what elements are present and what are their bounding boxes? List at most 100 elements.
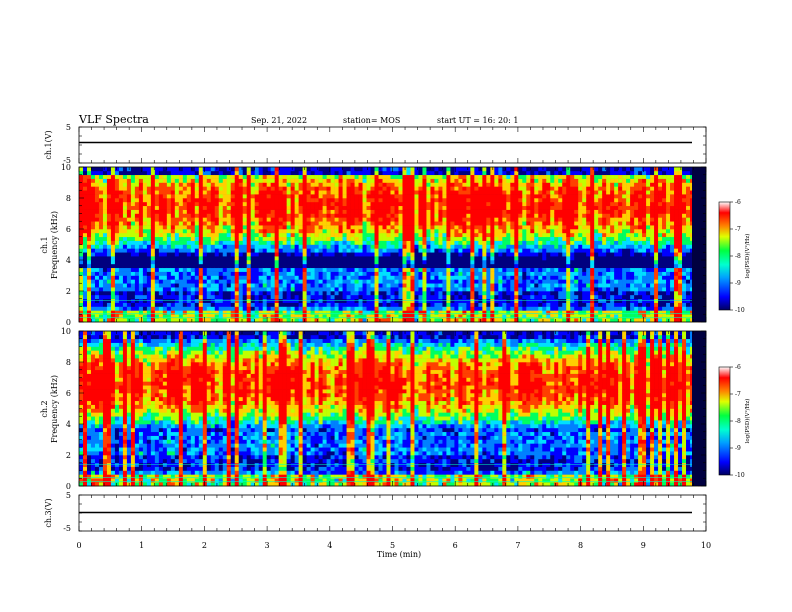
- spectrogram-cell: [298, 240, 303, 245]
- spectrogram-cell: [386, 291, 391, 296]
- spectrogram-cell: [126, 256, 132, 261]
- spectrogram-cell: [458, 263, 463, 269]
- spectrogram-cell: [82, 213, 88, 218]
- spectrogram-cell: [306, 306, 311, 311]
- spectrogram-cell: [546, 182, 551, 187]
- spectrogram-cell: [474, 213, 479, 218]
- spectrogram-cell: [202, 287, 208, 292]
- spectrogram-cell: [238, 213, 244, 218]
- spectrogram-cell: [118, 275, 124, 280]
- spectrogram-cell: [398, 314, 403, 319]
- spectrogram-cell: [322, 240, 327, 245]
- spectrogram-cell: [514, 209, 519, 214]
- spectrogram-cell: [326, 198, 331, 203]
- spectrogram-cell: [378, 221, 383, 226]
- spectrogram-cell: [430, 217, 435, 222]
- spectrogram-cell: [558, 256, 563, 261]
- spectrogram-cell: [278, 236, 283, 241]
- spectrogram-cell: [102, 221, 108, 226]
- spectrogram-cell: [378, 236, 383, 241]
- spectrogram-cell: [190, 310, 196, 315]
- spectrogram-cell: [562, 260, 567, 265]
- spectrogram-cell: [382, 221, 387, 226]
- spectrogram-cell: [318, 174, 323, 179]
- spectrogram-cell: [546, 236, 551, 241]
- spectrogram-cell: [206, 209, 212, 214]
- spectrogram-cell: [166, 294, 172, 300]
- spectrogram-cell: [318, 275, 323, 280]
- spectrogram-cell: [458, 240, 463, 245]
- spectrogram-cell: [278, 271, 283, 276]
- spectrogram-cell: [450, 279, 455, 284]
- spectrogram-cell: [502, 252, 507, 257]
- spectrogram-cell: [386, 263, 391, 269]
- spectrogram-cell: [290, 291, 295, 296]
- spectrogram-cell: [390, 190, 395, 195]
- spectrogram-cell: [226, 256, 232, 261]
- spectrogram-cell: [222, 283, 228, 288]
- spectrogram-cell: [254, 302, 260, 307]
- spectrogram-cell: [158, 167, 164, 172]
- spectrogram-cell: [458, 229, 463, 234]
- spectrogram-cell: [382, 252, 387, 257]
- spectrogram-cell: [278, 291, 283, 296]
- spectrogram-cell: [394, 248, 399, 253]
- spectrogram-cell: [510, 225, 515, 230]
- spectrogram-cell: [122, 291, 128, 296]
- spectrogram-cell: [454, 260, 459, 265]
- spectrogram-cell: [450, 287, 455, 292]
- spectrogram-cell: [354, 294, 359, 300]
- spectrogram-cell: [278, 178, 283, 183]
- spectrogram-cell: [150, 198, 156, 203]
- spectrogram-cell: [398, 267, 403, 272]
- spectrogram-cell: [290, 198, 295, 203]
- spectrogram-cell: [270, 271, 275, 276]
- spectrogram-cell: [298, 209, 303, 214]
- spectrogram-cell: [338, 190, 343, 195]
- spectrogram-cell: [106, 252, 112, 257]
- spectrogram-cell: [506, 306, 511, 311]
- spectrogram-cell: [226, 182, 232, 187]
- spectrogram-cell: [194, 248, 200, 253]
- spectrogram-cell: [470, 279, 475, 284]
- spectrogram-cell: [186, 271, 192, 276]
- spectrogram-cell: [454, 267, 459, 272]
- spectrogram-cell: [238, 283, 244, 288]
- spectrogram-cell: [174, 248, 180, 253]
- spectrogram-cell: [162, 260, 168, 265]
- spectrogram-cell: [526, 275, 531, 280]
- spectrogram-cell: [162, 306, 168, 311]
- spectrogram-cell: [98, 232, 104, 238]
- spectrogram-cell: [79, 248, 84, 253]
- spectrogram-cell: [258, 263, 264, 269]
- spectrogram-cell: [542, 178, 547, 183]
- spectrogram-cell: [434, 279, 439, 284]
- spectrogram-cell: [230, 232, 236, 238]
- spectrogram-cell: [510, 244, 515, 249]
- spectrogram-cell: [558, 248, 563, 253]
- spectrogram-cell: [550, 213, 555, 218]
- spectrogram-cell: [278, 201, 283, 207]
- spectrogram-cell: [338, 232, 343, 238]
- spectrogram-cell: [218, 229, 224, 234]
- spectrogram-cell: [450, 256, 455, 261]
- spectrogram-cell: [402, 279, 407, 284]
- spectrogram-cell: [122, 198, 128, 203]
- spectrogram-cell: [174, 283, 180, 288]
- spectrogram-cell: [446, 275, 451, 280]
- spectrogram-cell: [210, 225, 216, 230]
- spectrogram-cell: [298, 225, 303, 230]
- spectrogram-cell: [218, 318, 224, 323]
- spectrogram-cell: [302, 229, 307, 234]
- spectrogram-cell: [326, 194, 331, 199]
- spectrogram-cell: [86, 252, 92, 257]
- spectrogram-cell: [470, 244, 475, 249]
- spectrogram-cell: [190, 256, 196, 261]
- spectrogram-cell: [382, 240, 387, 245]
- spectrogram-cell: [170, 209, 176, 214]
- spectrogram-cell: [290, 287, 295, 292]
- spectrogram-cell: [478, 271, 483, 276]
- spectrogram-cell: [170, 232, 176, 238]
- spectrogram-cell: [258, 260, 264, 265]
- spectrogram-cell: [434, 314, 439, 319]
